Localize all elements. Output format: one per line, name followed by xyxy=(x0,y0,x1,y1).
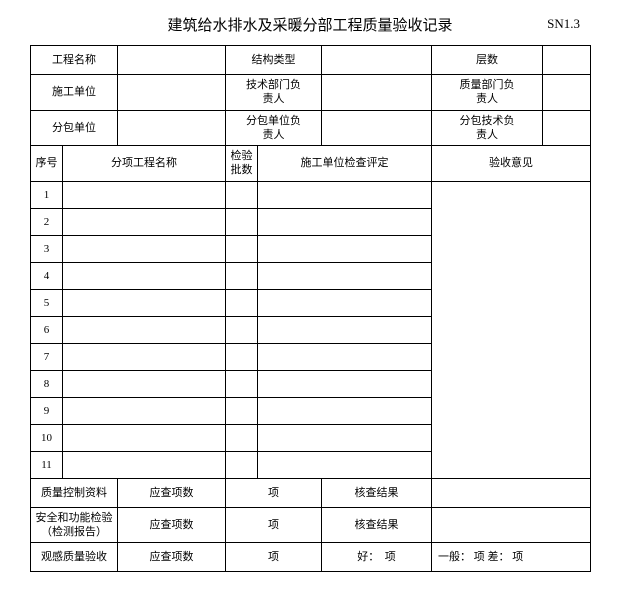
acceptance-table: 工程名称 结构类型 层数 施工单位 技术部门负 责人 质量部门负 责人 分包单位… xyxy=(30,45,591,572)
val-subcontractor xyxy=(118,110,226,146)
row-7-name xyxy=(63,343,226,370)
row-8-seq: 8 xyxy=(31,370,63,397)
label-subcontractor: 分包单位 xyxy=(31,110,118,146)
row-4-seq: 4 xyxy=(31,262,63,289)
val-check-result-1 xyxy=(432,478,591,507)
label-should-check-2: 应查项数 xyxy=(118,507,226,543)
row-8-name xyxy=(63,370,226,397)
row-7-check xyxy=(258,343,432,370)
row-9-batch xyxy=(226,397,258,424)
label-item-2: 项 xyxy=(226,507,322,543)
label-quality-dept-head: 质量部门负 责人 xyxy=(432,75,543,111)
label-check-result-1: 核查结果 xyxy=(322,478,432,507)
row-3-batch xyxy=(226,235,258,262)
val-constructor xyxy=(118,75,226,111)
row-4-check xyxy=(258,262,432,289)
col-sub-item: 分项工程名称 xyxy=(63,146,226,182)
row-5-seq: 5 xyxy=(31,289,63,316)
row-3-seq: 3 xyxy=(31,235,63,262)
label-subcontractor-head: 分包单位负 责人 xyxy=(226,110,322,146)
label-constructor: 施工单位 xyxy=(31,75,118,111)
row-7-seq: 7 xyxy=(31,343,63,370)
val-subcontractor-head xyxy=(322,110,432,146)
row-2-name xyxy=(63,208,226,235)
row-9-name xyxy=(63,397,226,424)
val-floors xyxy=(543,46,591,75)
row-11-batch xyxy=(226,451,258,478)
row-5-check xyxy=(258,289,432,316)
row-6-name xyxy=(63,316,226,343)
row-6-seq: 6 xyxy=(31,316,63,343)
row-1-batch xyxy=(226,181,258,208)
row-11-seq: 11 xyxy=(31,451,63,478)
label-tech-dept-head: 技术部门负 责人 xyxy=(226,75,322,111)
label-item-3: 项 xyxy=(226,543,322,572)
row-9-seq: 9 xyxy=(31,397,63,424)
row-10-name xyxy=(63,424,226,451)
label-safety-function: 安全和功能检验 （检测报告） xyxy=(31,507,118,543)
label-good: 好： 项 xyxy=(322,543,432,572)
acceptance-opinion-cell xyxy=(432,181,591,478)
page-title: 建筑给水排水及采暖分部工程质量验收记录 xyxy=(167,14,452,35)
label-should-check-3: 应查项数 xyxy=(118,543,226,572)
label-structure-type: 结构类型 xyxy=(226,46,322,75)
row-1-name xyxy=(63,181,226,208)
row-2-batch xyxy=(226,208,258,235)
col-batches: 检验 批数 xyxy=(226,146,258,182)
row-3-check xyxy=(258,235,432,262)
label-check-result-2: 核查结果 xyxy=(322,507,432,543)
val-tech-dept-head xyxy=(322,75,432,111)
row-11-check xyxy=(258,451,432,478)
row-6-check xyxy=(258,316,432,343)
row-2-check xyxy=(258,208,432,235)
label-item-1: 项 xyxy=(226,478,322,507)
row-5-batch xyxy=(226,289,258,316)
row-11-name xyxy=(63,451,226,478)
row-1-check xyxy=(258,181,432,208)
label-should-check-1: 应查项数 xyxy=(118,478,226,507)
row-10-seq: 10 xyxy=(31,424,63,451)
row-4-name xyxy=(63,262,226,289)
label-quality-control-data: 质量控制资料 xyxy=(31,478,118,507)
val-subcontractor-tech-head xyxy=(543,110,591,146)
label-perceived-quality: 观感质量验收 xyxy=(31,543,118,572)
row-2-seq: 2 xyxy=(31,208,63,235)
row-10-batch xyxy=(226,424,258,451)
label-subcontractor-tech-head: 分包技术负 责人 xyxy=(432,110,543,146)
row-10-check xyxy=(258,424,432,451)
row-9-check xyxy=(258,397,432,424)
row-7-batch xyxy=(226,343,258,370)
label-floors: 层数 xyxy=(432,46,543,75)
row-4-batch xyxy=(226,262,258,289)
col-constructor-check: 施工单位检查评定 xyxy=(258,146,432,182)
row-3-name xyxy=(63,235,226,262)
val-quality-dept-head xyxy=(543,75,591,111)
col-acceptance-opinion: 验收意见 xyxy=(432,146,591,182)
col-seq: 序号 xyxy=(31,146,63,182)
form-code: SN1.3 xyxy=(547,16,580,32)
row-8-check xyxy=(258,370,432,397)
row-1-seq: 1 xyxy=(31,181,63,208)
val-check-result-2 xyxy=(432,507,591,543)
val-project-name xyxy=(118,46,226,75)
label-project-name: 工程名称 xyxy=(31,46,118,75)
row-5-name xyxy=(63,289,226,316)
row-6-batch xyxy=(226,316,258,343)
label-general-bad: 一般： 项 差： 项 xyxy=(432,543,591,572)
row-8-batch xyxy=(226,370,258,397)
val-structure-type xyxy=(322,46,432,75)
